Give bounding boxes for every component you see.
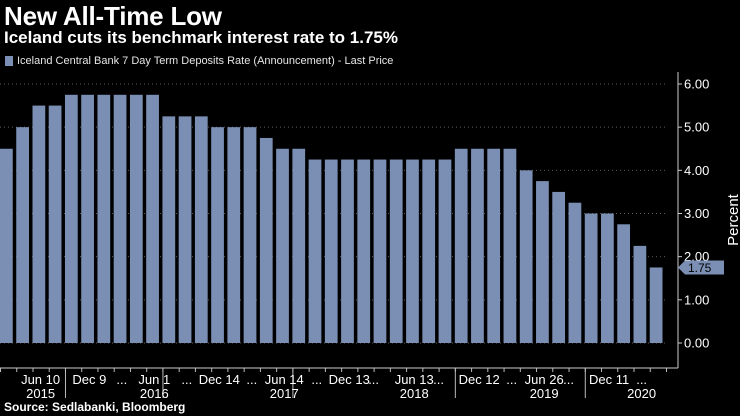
bar bbox=[0, 148, 13, 343]
bar bbox=[259, 137, 273, 343]
bar bbox=[341, 159, 354, 343]
x-tick-label: Dec 14 bbox=[199, 372, 240, 387]
bar bbox=[454, 148, 468, 343]
year-label: 2019 bbox=[530, 386, 559, 401]
bar bbox=[113, 94, 127, 344]
x-tick-label: ... bbox=[246, 372, 257, 387]
bar bbox=[178, 116, 192, 343]
bar bbox=[536, 181, 549, 343]
bar bbox=[373, 159, 387, 343]
bar bbox=[64, 94, 78, 344]
x-tick-label: ... bbox=[506, 372, 517, 387]
bar bbox=[438, 159, 452, 343]
x-tick-label: Jun 10 bbox=[21, 372, 60, 387]
year-label: 2018 bbox=[400, 386, 429, 401]
bar bbox=[32, 105, 46, 343]
bar bbox=[48, 105, 62, 343]
bar bbox=[97, 94, 111, 344]
y-tick-label: 1.00 bbox=[684, 292, 709, 307]
y-tick-label: 0.00 bbox=[684, 336, 709, 351]
bar bbox=[471, 148, 484, 343]
bar bbox=[389, 159, 403, 343]
year-label: 2015 bbox=[26, 386, 55, 401]
x-tick-label: Dec 11 bbox=[589, 372, 629, 387]
x-tick-label: Dec 12 bbox=[459, 372, 500, 387]
year-label: 2017 bbox=[270, 386, 299, 401]
x-tick-label: ... bbox=[563, 372, 574, 387]
bar bbox=[211, 127, 224, 344]
legend-label: Iceland Central Bank 7 Day Term Deposits… bbox=[17, 55, 394, 67]
x-tick-label: Jun 1 bbox=[138, 372, 170, 387]
x-tick-label: ... bbox=[433, 372, 444, 387]
x-tick-label: ... bbox=[636, 372, 647, 387]
bar bbox=[162, 116, 176, 343]
x-tick-label: ... bbox=[116, 372, 127, 387]
bar bbox=[601, 213, 614, 343]
bar bbox=[146, 94, 159, 344]
y-tick-label: 4.00 bbox=[684, 163, 709, 178]
bar bbox=[487, 148, 501, 343]
chart-title: New All-Time Low bbox=[4, 1, 222, 31]
bar bbox=[227, 127, 241, 344]
y-tick-label: 2.00 bbox=[684, 249, 709, 264]
x-tick-label: Dec 13 bbox=[329, 372, 370, 387]
x-tick-label: Jun 26 bbox=[525, 372, 564, 387]
bar bbox=[649, 267, 663, 343]
bar bbox=[276, 148, 289, 343]
bar bbox=[243, 127, 257, 344]
source-note: Source: Sedlabanki, Bloomberg bbox=[4, 400, 186, 414]
bar bbox=[357, 159, 371, 343]
bar bbox=[633, 245, 647, 343]
y-axis-title: Percent bbox=[725, 193, 740, 246]
bar bbox=[568, 202, 582, 343]
bar bbox=[129, 94, 143, 344]
bar bbox=[81, 94, 94, 344]
year-label: 2016 bbox=[140, 386, 169, 401]
bar bbox=[406, 159, 419, 343]
chart-subtitle: Iceland cuts its benchmark interest rate… bbox=[4, 28, 398, 47]
last-price-label: 1.75 bbox=[688, 261, 712, 275]
year-label: 2020 bbox=[627, 386, 656, 401]
x-tick-label: Dec 9 bbox=[72, 372, 106, 387]
bar bbox=[503, 148, 517, 343]
bar bbox=[324, 159, 338, 343]
x-tick-label: ... bbox=[311, 372, 322, 387]
bar bbox=[292, 148, 306, 343]
x-tick-label: ... bbox=[181, 372, 192, 387]
bar bbox=[308, 159, 322, 343]
y-tick-label: 6.00 bbox=[684, 77, 709, 92]
y-tick-label: 3.00 bbox=[684, 206, 709, 221]
y-tick-label: 5.00 bbox=[684, 120, 709, 135]
bar bbox=[519, 170, 533, 343]
bar bbox=[584, 213, 598, 343]
x-tick-label: Jun 13 bbox=[395, 372, 434, 387]
bar bbox=[16, 127, 29, 344]
bar bbox=[617, 224, 631, 343]
last-price-marker bbox=[678, 260, 724, 275]
bar bbox=[194, 116, 208, 343]
bar bbox=[422, 159, 436, 343]
legend-swatch bbox=[5, 56, 13, 66]
x-tick-label: ... bbox=[368, 372, 379, 387]
legend: Iceland Central Bank 7 Day Term Deposits… bbox=[5, 55, 393, 67]
x-tick-label: Jun 14 bbox=[265, 372, 304, 387]
bar bbox=[552, 191, 566, 343]
